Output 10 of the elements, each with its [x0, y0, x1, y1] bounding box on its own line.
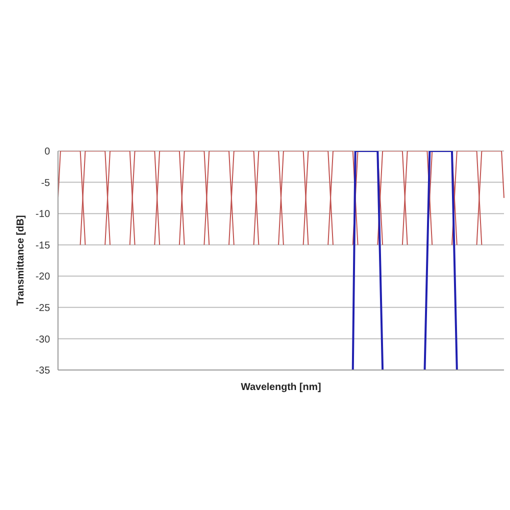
y-tick-label: -30 [36, 334, 50, 346]
y-tick-label: -20 [36, 272, 50, 283]
y-tick-label: 0 [44, 146, 50, 158]
x-axis-title: Wavelength [nm] [240, 382, 322, 393]
y-tick-label: -5 [41, 178, 50, 189]
y-axis-title: Transmittance [dB] [16, 215, 27, 306]
y-tick-label: -35 [36, 366, 50, 377]
y-tick-label: -25 [36, 302, 50, 314]
y-tick-label: -10 [36, 209, 50, 220]
y-tick-label: -15 [36, 240, 50, 252]
